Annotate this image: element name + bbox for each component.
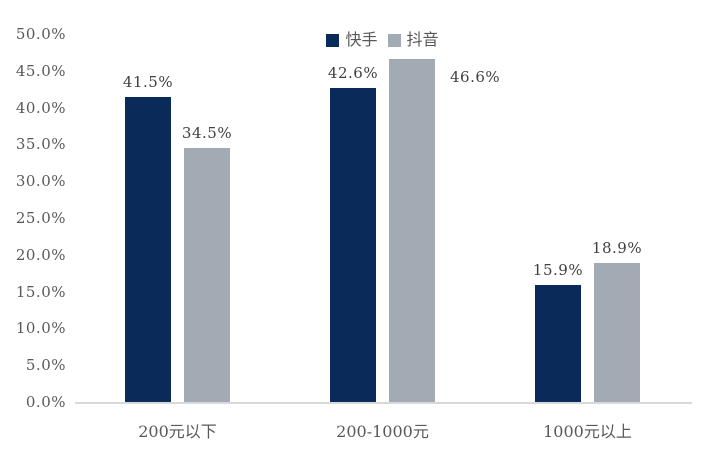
y-axis-tick-label: 35.0%: [15, 135, 66, 154]
data-label: 34.5%: [181, 124, 233, 143]
legend-swatch-icon: [326, 33, 340, 47]
data-label: 15.9%: [532, 260, 584, 279]
y-axis-tick-label: 5.0%: [25, 356, 66, 375]
y-axis-tick-label: 10.0%: [15, 319, 66, 338]
bar-快手-200-1000元: [330, 88, 376, 402]
legend-label: 抖音: [406, 30, 439, 49]
data-label: 18.9%: [591, 238, 643, 257]
data-label: 46.6%: [450, 68, 501, 87]
y-axis-tick-label: 50.0%: [15, 25, 66, 43]
x-axis-category-label: 200元以下: [138, 422, 217, 441]
bar-抖音-200-1000元: [389, 59, 435, 402]
legend-item-douyin: 抖音: [387, 30, 439, 49]
legend-label: 快手: [345, 30, 378, 49]
y-axis-tick-label: 30.0%: [15, 172, 66, 191]
y-axis-tick-label: 0.0%: [25, 393, 66, 411]
data-label: 42.6%: [327, 64, 379, 83]
bar-快手-200元以下: [125, 96, 171, 402]
y-axis-tick-label: 20.0%: [15, 245, 66, 264]
data-label: 41.5%: [122, 72, 174, 91]
bar-抖音-200元以下: [184, 148, 230, 402]
x-axis-line: [75, 402, 692, 404]
bar-抖音-1000元以上: [594, 262, 640, 402]
chart-legend: 快手 抖音: [75, 29, 690, 51]
y-axis-tick-label: 25.0%: [15, 209, 66, 227]
y-axis-tick-label: 15.0%: [15, 282, 66, 301]
y-axis-tick-label: 40.0%: [15, 98, 66, 117]
bar-快手-1000元以上: [535, 284, 581, 402]
x-axis-category-label: 1000元以上: [543, 422, 632, 441]
legend-swatch-icon: [387, 33, 401, 47]
y-axis-tick-label: 45.0%: [15, 61, 66, 80]
x-axis-category-label: 200-1000元: [336, 422, 429, 441]
legend-item-kuaishou: 快手: [326, 30, 378, 49]
